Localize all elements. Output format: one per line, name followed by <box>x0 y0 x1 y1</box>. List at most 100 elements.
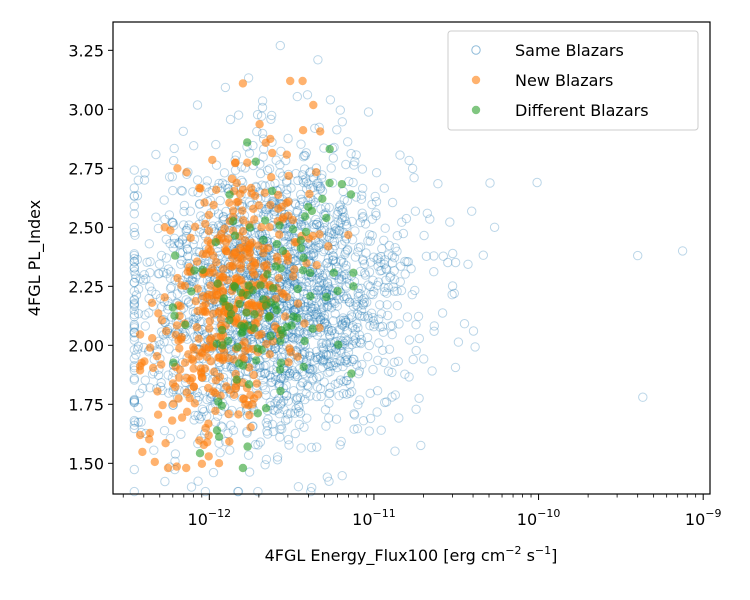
point-same-blazars <box>328 251 338 261</box>
point-same-blazars <box>271 375 281 385</box>
point-different-blazars <box>334 340 343 349</box>
point-same-blazars <box>279 405 289 415</box>
point-same-blazars <box>463 259 473 269</box>
point-same-blazars <box>489 222 500 233</box>
point-same-blazars <box>202 394 212 405</box>
point-different-blazars <box>232 375 241 384</box>
point-same-blazars <box>349 424 359 434</box>
point-same-blazars <box>132 254 143 265</box>
point-new-blazars <box>174 373 184 382</box>
point-same-blazars <box>290 408 300 418</box>
point-new-blazars <box>324 242 333 251</box>
point-same-blazars <box>677 246 688 256</box>
point-same-blazars <box>344 342 354 352</box>
plot-frame <box>112 21 711 495</box>
point-same-blazars <box>176 185 187 196</box>
point-same-blazars <box>306 306 316 317</box>
point-new-blazars <box>135 362 145 371</box>
point-same-blazars <box>336 320 347 330</box>
point-same-blazars <box>341 264 351 274</box>
point-new-blazars <box>283 252 293 262</box>
point-same-blazars <box>320 405 331 415</box>
point-same-blazars <box>294 402 304 413</box>
point-same-blazars <box>285 408 296 418</box>
point-same-blazars <box>339 294 350 304</box>
point-new-blazars <box>182 463 191 473</box>
point-new-blazars <box>219 264 228 274</box>
point-same-blazars <box>292 371 303 382</box>
point-same-blazars <box>400 256 410 267</box>
point-same-blazars <box>384 240 394 251</box>
y-tick-label: 1.75 <box>68 395 104 414</box>
point-same-blazars <box>168 218 178 228</box>
point-same-blazars <box>366 308 377 318</box>
point-same-blazars <box>286 183 296 193</box>
point-new-blazars <box>305 189 314 199</box>
point-same-blazars <box>266 372 276 383</box>
point-new-blazars <box>236 189 245 198</box>
point-different-blazars <box>259 235 268 245</box>
point-same-blazars <box>411 320 421 330</box>
point-new-blazars <box>175 365 185 374</box>
point-same-blazars <box>213 209 224 219</box>
point-new-blazars <box>284 171 293 181</box>
point-same-blazars <box>357 208 367 218</box>
point-same-blazars <box>315 383 326 394</box>
point-different-blazars <box>170 311 179 320</box>
point-same-blazars <box>324 227 335 238</box>
x-tick-label: 10−11 <box>352 507 396 529</box>
point-same-blazars <box>390 390 400 400</box>
point-new-blazars <box>208 155 217 165</box>
point-same-blazars <box>133 344 143 354</box>
point-same-blazars <box>129 396 140 406</box>
point-same-blazars <box>220 180 230 190</box>
point-new-blazars <box>211 376 221 385</box>
point-new-blazars <box>268 148 277 158</box>
point-new-blazars <box>212 286 221 296</box>
point-different-blazars <box>225 190 234 199</box>
point-same-blazars <box>309 301 320 312</box>
point-same-blazars <box>231 150 242 161</box>
point-same-blazars <box>322 302 332 312</box>
point-same-blazars <box>410 206 421 216</box>
point-different-blazars <box>242 308 251 317</box>
point-same-blazars <box>255 362 265 372</box>
point-same-blazars <box>275 160 285 170</box>
point-new-blazars <box>220 224 229 233</box>
point-different-blazars <box>276 336 285 346</box>
point-same-blazars <box>327 236 338 247</box>
point-new-blazars <box>229 206 238 215</box>
point-same-blazars <box>280 369 291 379</box>
point-same-blazars <box>336 275 347 285</box>
point-new-blazars <box>200 198 209 207</box>
point-same-blazars <box>304 311 314 322</box>
point-new-blazars <box>232 198 241 207</box>
point-new-blazars <box>157 360 166 369</box>
point-same-blazars <box>292 207 302 217</box>
point-same-blazars <box>270 405 280 416</box>
point-same-blazars <box>311 242 321 252</box>
point-new-blazars <box>238 206 247 215</box>
point-same-blazars <box>342 336 353 346</box>
point-same-blazars <box>401 213 412 224</box>
point-same-blazars <box>301 148 311 158</box>
point-same-blazars <box>318 349 328 359</box>
point-same-blazars <box>293 407 304 417</box>
point-new-blazars <box>252 379 261 388</box>
point-new-blazars <box>145 435 154 444</box>
point-new-blazars <box>285 344 294 353</box>
point-same-blazars <box>179 206 189 217</box>
point-same-blazars <box>339 195 349 205</box>
point-new-blazars <box>239 394 248 404</box>
point-new-blazars <box>192 257 202 266</box>
point-same-blazars <box>341 219 352 230</box>
point-same-blazars <box>261 368 271 378</box>
point-same-blazars <box>129 257 140 267</box>
point-same-blazars <box>360 219 371 229</box>
point-same-blazars <box>133 284 144 294</box>
point-same-blazars <box>437 308 448 318</box>
point-same-blazars <box>390 243 400 253</box>
point-same-blazars <box>379 235 389 246</box>
point-same-blazars <box>638 392 648 402</box>
point-same-blazars <box>421 251 432 261</box>
